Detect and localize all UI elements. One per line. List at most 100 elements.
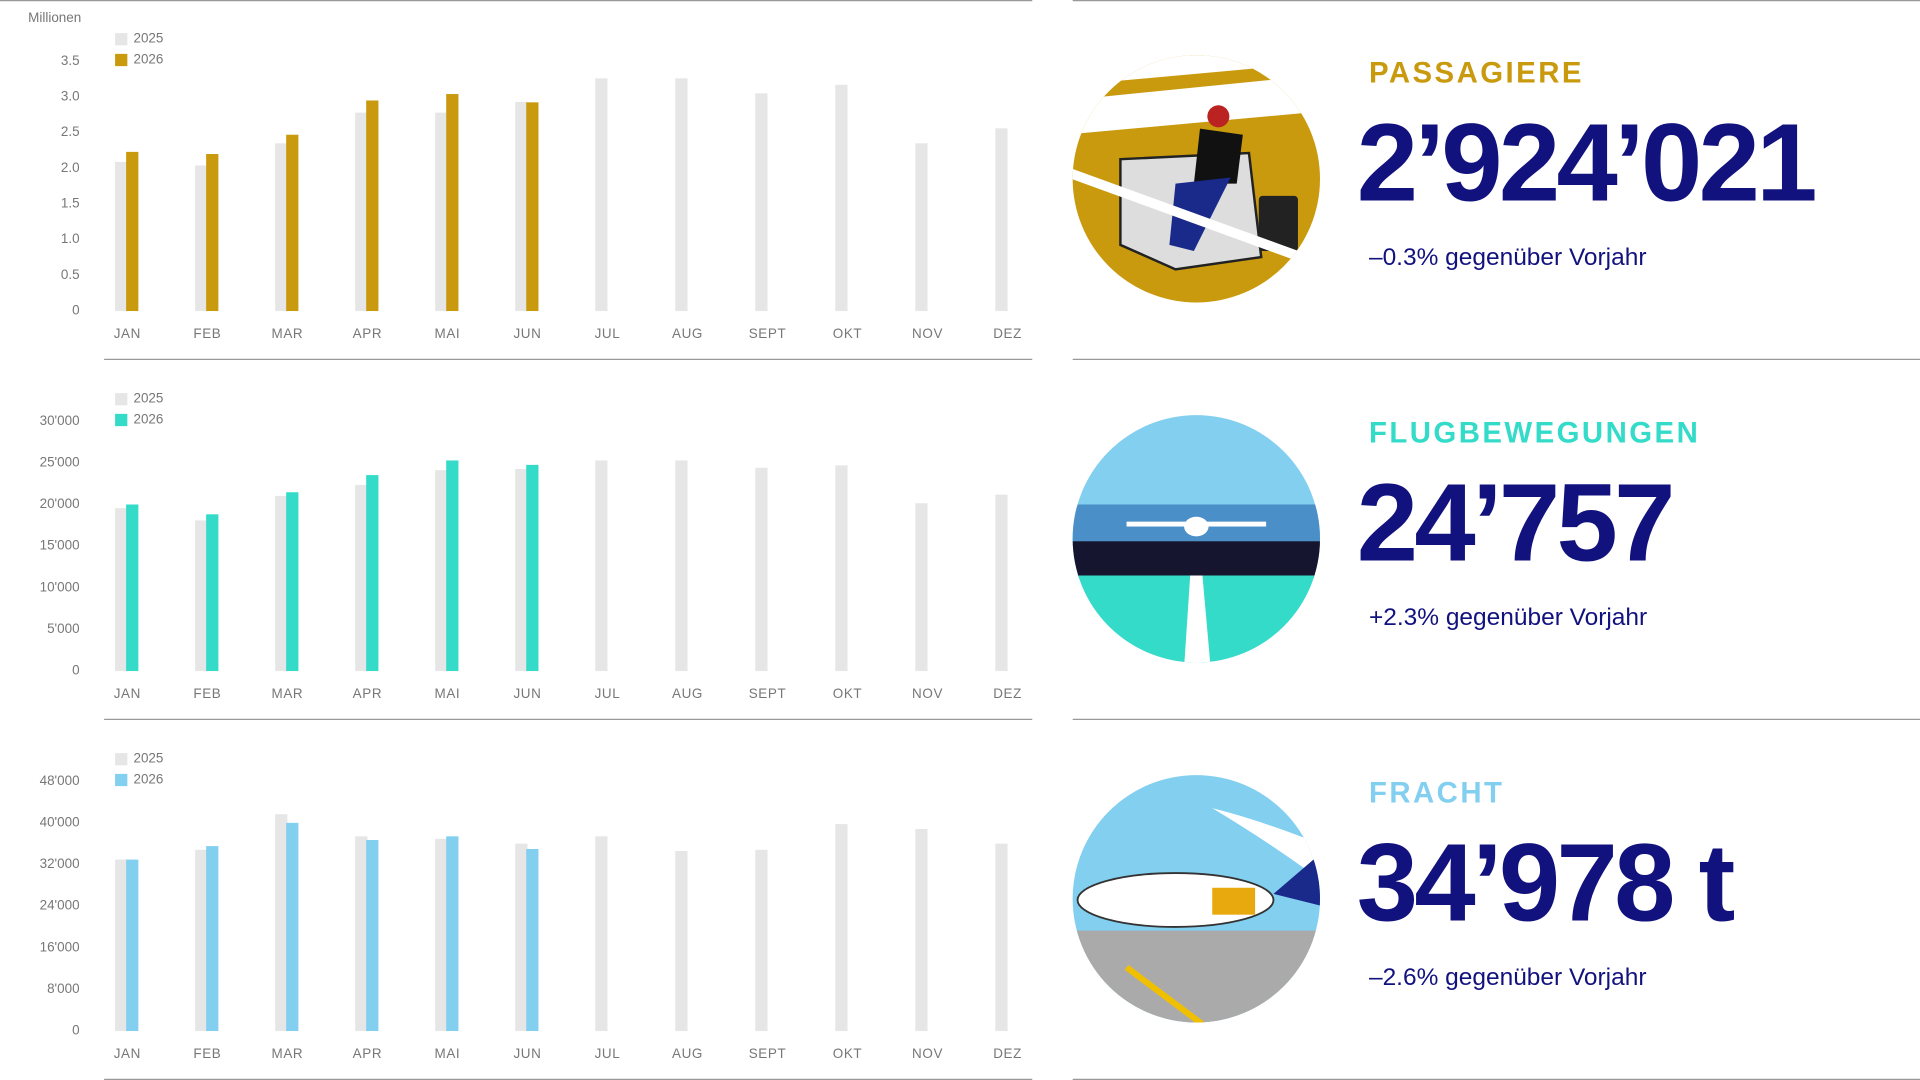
y-tick-label: 0.5 [61, 267, 80, 282]
x-tick-label: MAI [435, 326, 461, 341]
bar [675, 78, 688, 312]
passenger-illustration [1072, 55, 1320, 303]
bar [115, 508, 128, 672]
legend-swatch [115, 753, 128, 766]
x-tick-label: MAI [435, 1046, 461, 1061]
x-tick-label: MAR [272, 1046, 304, 1061]
kpi-change: –2.6% gegenüber Vorjahr [1369, 964, 1647, 991]
bar [675, 460, 688, 672]
x-tick-label: JUN [513, 1046, 541, 1061]
bar [915, 143, 928, 312]
legend-label: 2026 [133, 52, 163, 67]
legend-label: 2025 [133, 391, 163, 406]
bar [446, 94, 459, 312]
bar [595, 836, 608, 1032]
bar [995, 494, 1008, 672]
bar [755, 467, 768, 672]
x-tick-label: NOV [912, 686, 943, 701]
y-tick-label: 3.0 [61, 88, 80, 103]
y-tick-label: 0 [72, 1023, 79, 1038]
bar [995, 843, 1008, 1032]
bar [195, 165, 208, 312]
x-tick-label: APR [353, 686, 383, 701]
y-tick-label: 20'000 [40, 496, 80, 511]
y-tick-label: 8'000 [47, 981, 80, 996]
bar [435, 470, 448, 672]
runway-illustration [1072, 415, 1320, 663]
bar [126, 859, 139, 1032]
x-tick-label: OKT [833, 1046, 863, 1061]
y-tick-label: 30'000 [40, 413, 80, 428]
y-tick-label: 40'000 [40, 814, 80, 829]
bar [126, 151, 139, 312]
bar [195, 520, 208, 672]
y-tick-label: 48'000 [40, 773, 80, 788]
x-tick-label: SEPT [749, 1046, 787, 1061]
kpi-value: 24’757 [1357, 462, 1672, 585]
bar [835, 465, 848, 672]
x-tick-label: MAI [435, 686, 461, 701]
bar [355, 484, 368, 672]
y-tick-label: 5'000 [47, 621, 80, 636]
x-tick-label: MAR [272, 326, 304, 341]
x-tick-label: JUN [513, 686, 541, 701]
bar [126, 504, 139, 672]
legend-swatch [115, 33, 128, 46]
bar [355, 836, 368, 1032]
bar [206, 154, 219, 312]
bar [515, 101, 528, 312]
x-tick-label: AUG [672, 686, 703, 701]
bar [366, 839, 379, 1032]
bar [355, 112, 368, 312]
bar [755, 849, 768, 1032]
legend-label: 2026 [133, 412, 163, 427]
bar [835, 84, 848, 312]
bar [595, 78, 608, 312]
bar [435, 838, 448, 1032]
legend-swatch [115, 393, 128, 406]
bar [446, 836, 459, 1032]
legend-swatch [115, 413, 128, 427]
x-tick-label: NOV [912, 1046, 943, 1061]
kpi-title: PASSAGIERE [1369, 56, 1584, 89]
bar [286, 822, 299, 1032]
x-tick-label: JAN [114, 686, 141, 701]
kpi-change: +2.3% gegenüber Vorjahr [1369, 604, 1647, 631]
bar [286, 492, 299, 672]
kpi-change: –0.3% gegenüber Vorjahr [1369, 244, 1647, 271]
y-tick-label: 0 [72, 663, 79, 678]
kpi-title: FLUGBEWEGUNGEN [1369, 416, 1700, 449]
bar [675, 851, 688, 1032]
bar [195, 849, 208, 1032]
bar [515, 469, 528, 672]
y-axis-label: Millionen [28, 10, 81, 25]
bar [446, 460, 459, 672]
x-tick-label: NOV [912, 326, 943, 341]
x-tick-label: OKT [833, 686, 863, 701]
y-tick-label: 1.5 [61, 196, 80, 211]
y-tick-label: 2.0 [61, 160, 80, 175]
y-tick-label: 15'000 [40, 538, 80, 553]
kpi-value: 2’924’021 [1357, 102, 1816, 225]
x-tick-label: JUL [595, 1046, 621, 1061]
x-tick-label: DEZ [993, 326, 1022, 341]
y-tick-label: 32'000 [40, 856, 80, 871]
y-tick-label: 16'000 [40, 939, 80, 954]
bar [206, 514, 219, 672]
bar [275, 814, 288, 1032]
bar [835, 824, 848, 1032]
bar [526, 464, 539, 672]
bar [275, 143, 288, 312]
x-tick-label: JUN [513, 326, 541, 341]
bar [435, 112, 448, 312]
kpi-value: 34’978 t [1357, 822, 1735, 945]
legend-label: 2025 [133, 751, 163, 766]
legend-label: 2026 [133, 772, 163, 787]
y-tick-label: 2.5 [61, 124, 80, 139]
y-tick-label: 24'000 [40, 898, 80, 913]
x-tick-label: AUG [672, 326, 703, 341]
bar [755, 93, 768, 312]
y-tick-label: 3.5 [61, 53, 80, 68]
bar [595, 460, 608, 672]
y-tick-label: 10'000 [40, 579, 80, 594]
